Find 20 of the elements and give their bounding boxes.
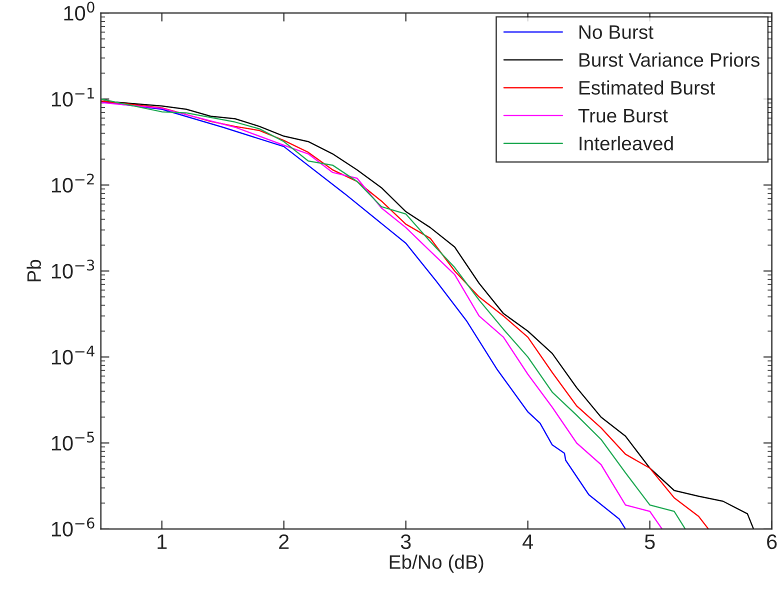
x-axis-title: Eb/No (dB) [390,554,484,573]
y-tick-label: 10$^{−4}$ [52,346,94,365]
legend-label: Interleaved [580,136,673,150]
y-tick-label: 10$^{−6}$ [52,518,94,537]
y-tick-label: 10$^{−5}$ [52,432,94,451]
x-tick-label: 2 [279,534,289,549]
x-tick-label: 6 [767,534,777,550]
x-tick-label: 4 [522,534,534,549]
x-tick-label: 1 [158,534,167,549]
legend-label: Estimated Burst [580,80,715,95]
y-axis-title: Pb [26,260,41,282]
y-tick-label: 10$^{−3}$ [52,260,94,279]
legend-label: Burst Variance Priors [580,52,760,67]
y-tick-label: 10$^{0}$ [64,2,94,21]
y-tick-label: 10$^{−2}$ [52,174,94,193]
x-tick-label: 5 [644,534,655,550]
legend-label: No Burst [580,25,654,39]
x-tick-label: 3 [400,534,411,550]
y-tick-label: 10$^{−1}$ [52,88,94,107]
legend-label: True Burst [578,108,668,123]
